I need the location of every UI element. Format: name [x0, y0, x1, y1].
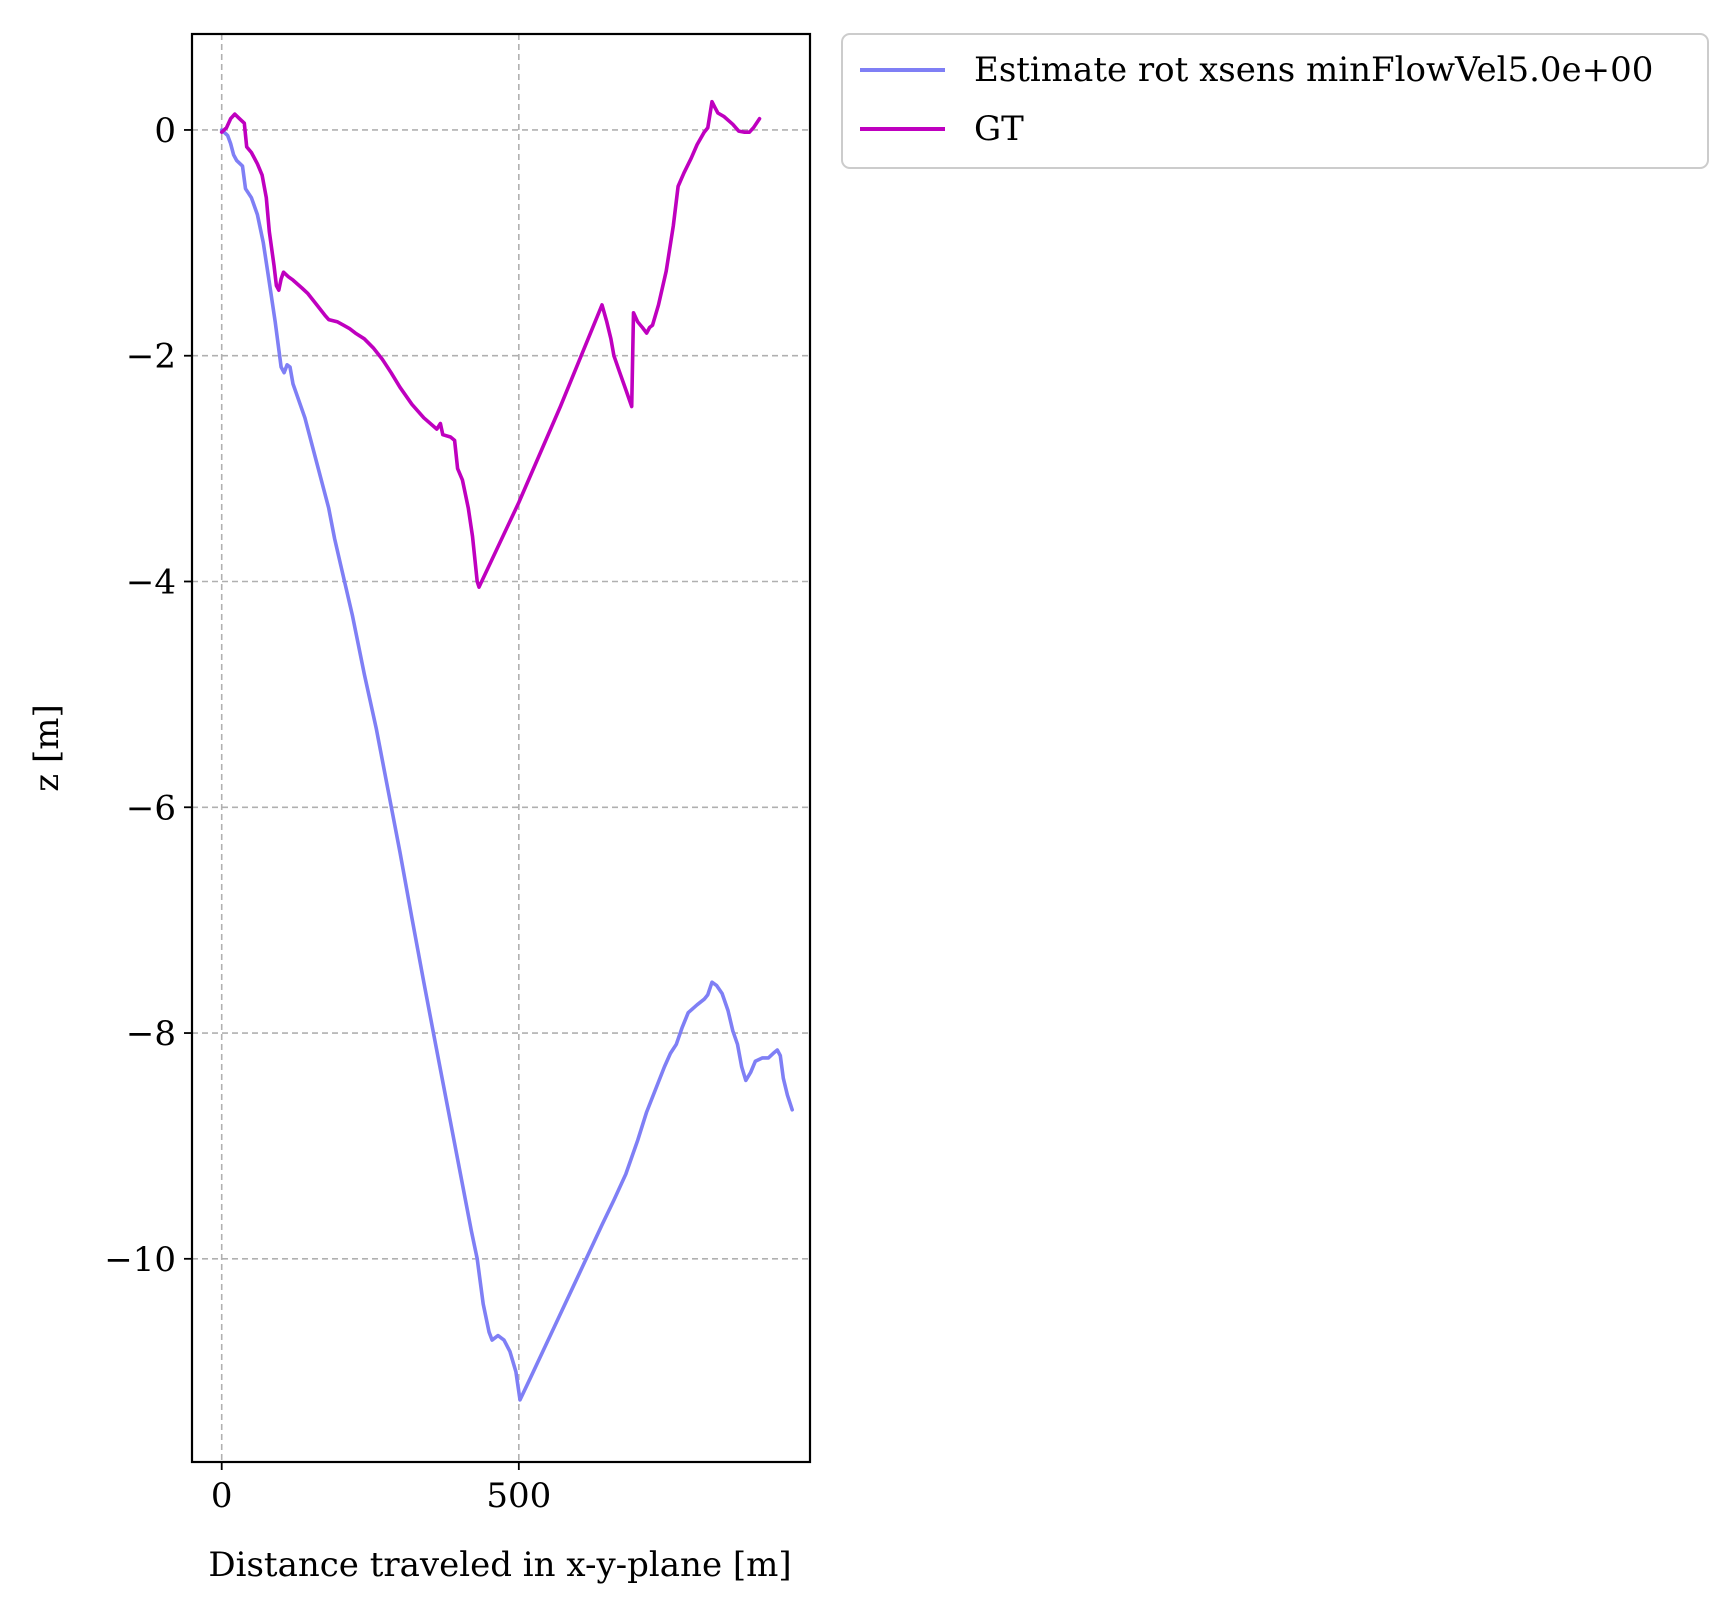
x-axis-label: Distance traveled in x-y-plane [m]	[208, 1545, 791, 1585]
series-line-gt	[219, 99, 762, 589]
legend-box	[841, 33, 1709, 169]
y-tick-label: −4	[126, 562, 176, 602]
legend-label-gt: GT	[974, 109, 1024, 149]
y-tick-label: 0	[154, 111, 176, 151]
x-tick-label: 0	[211, 1476, 233, 1516]
grid	[192, 34, 810, 1462]
series-lines	[219, 99, 794, 1402]
plot-area-frame	[190, 32, 812, 1464]
y-tick-label: −6	[126, 788, 176, 828]
y-axis-label: z [m]	[27, 704, 67, 792]
axis-ticks: 0 500 0 −2 −4 −6 −8 −10	[104, 111, 551, 1516]
x-tick-label: 500	[486, 1476, 551, 1516]
series-line-estimate	[219, 128, 794, 1402]
y-tick-label: −8	[126, 1014, 176, 1054]
legend: Estimate rot xsens minFlowVel5.0e+00 GT	[841, 33, 1709, 169]
y-tick-label: −2	[126, 337, 176, 377]
legend-label-estimate: Estimate rot xsens minFlowVel5.0e+00	[974, 50, 1653, 90]
y-tick-label: −10	[104, 1240, 176, 1280]
